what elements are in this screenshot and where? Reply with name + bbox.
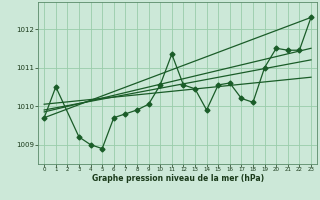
X-axis label: Graphe pression niveau de la mer (hPa): Graphe pression niveau de la mer (hPa) [92,174,264,183]
